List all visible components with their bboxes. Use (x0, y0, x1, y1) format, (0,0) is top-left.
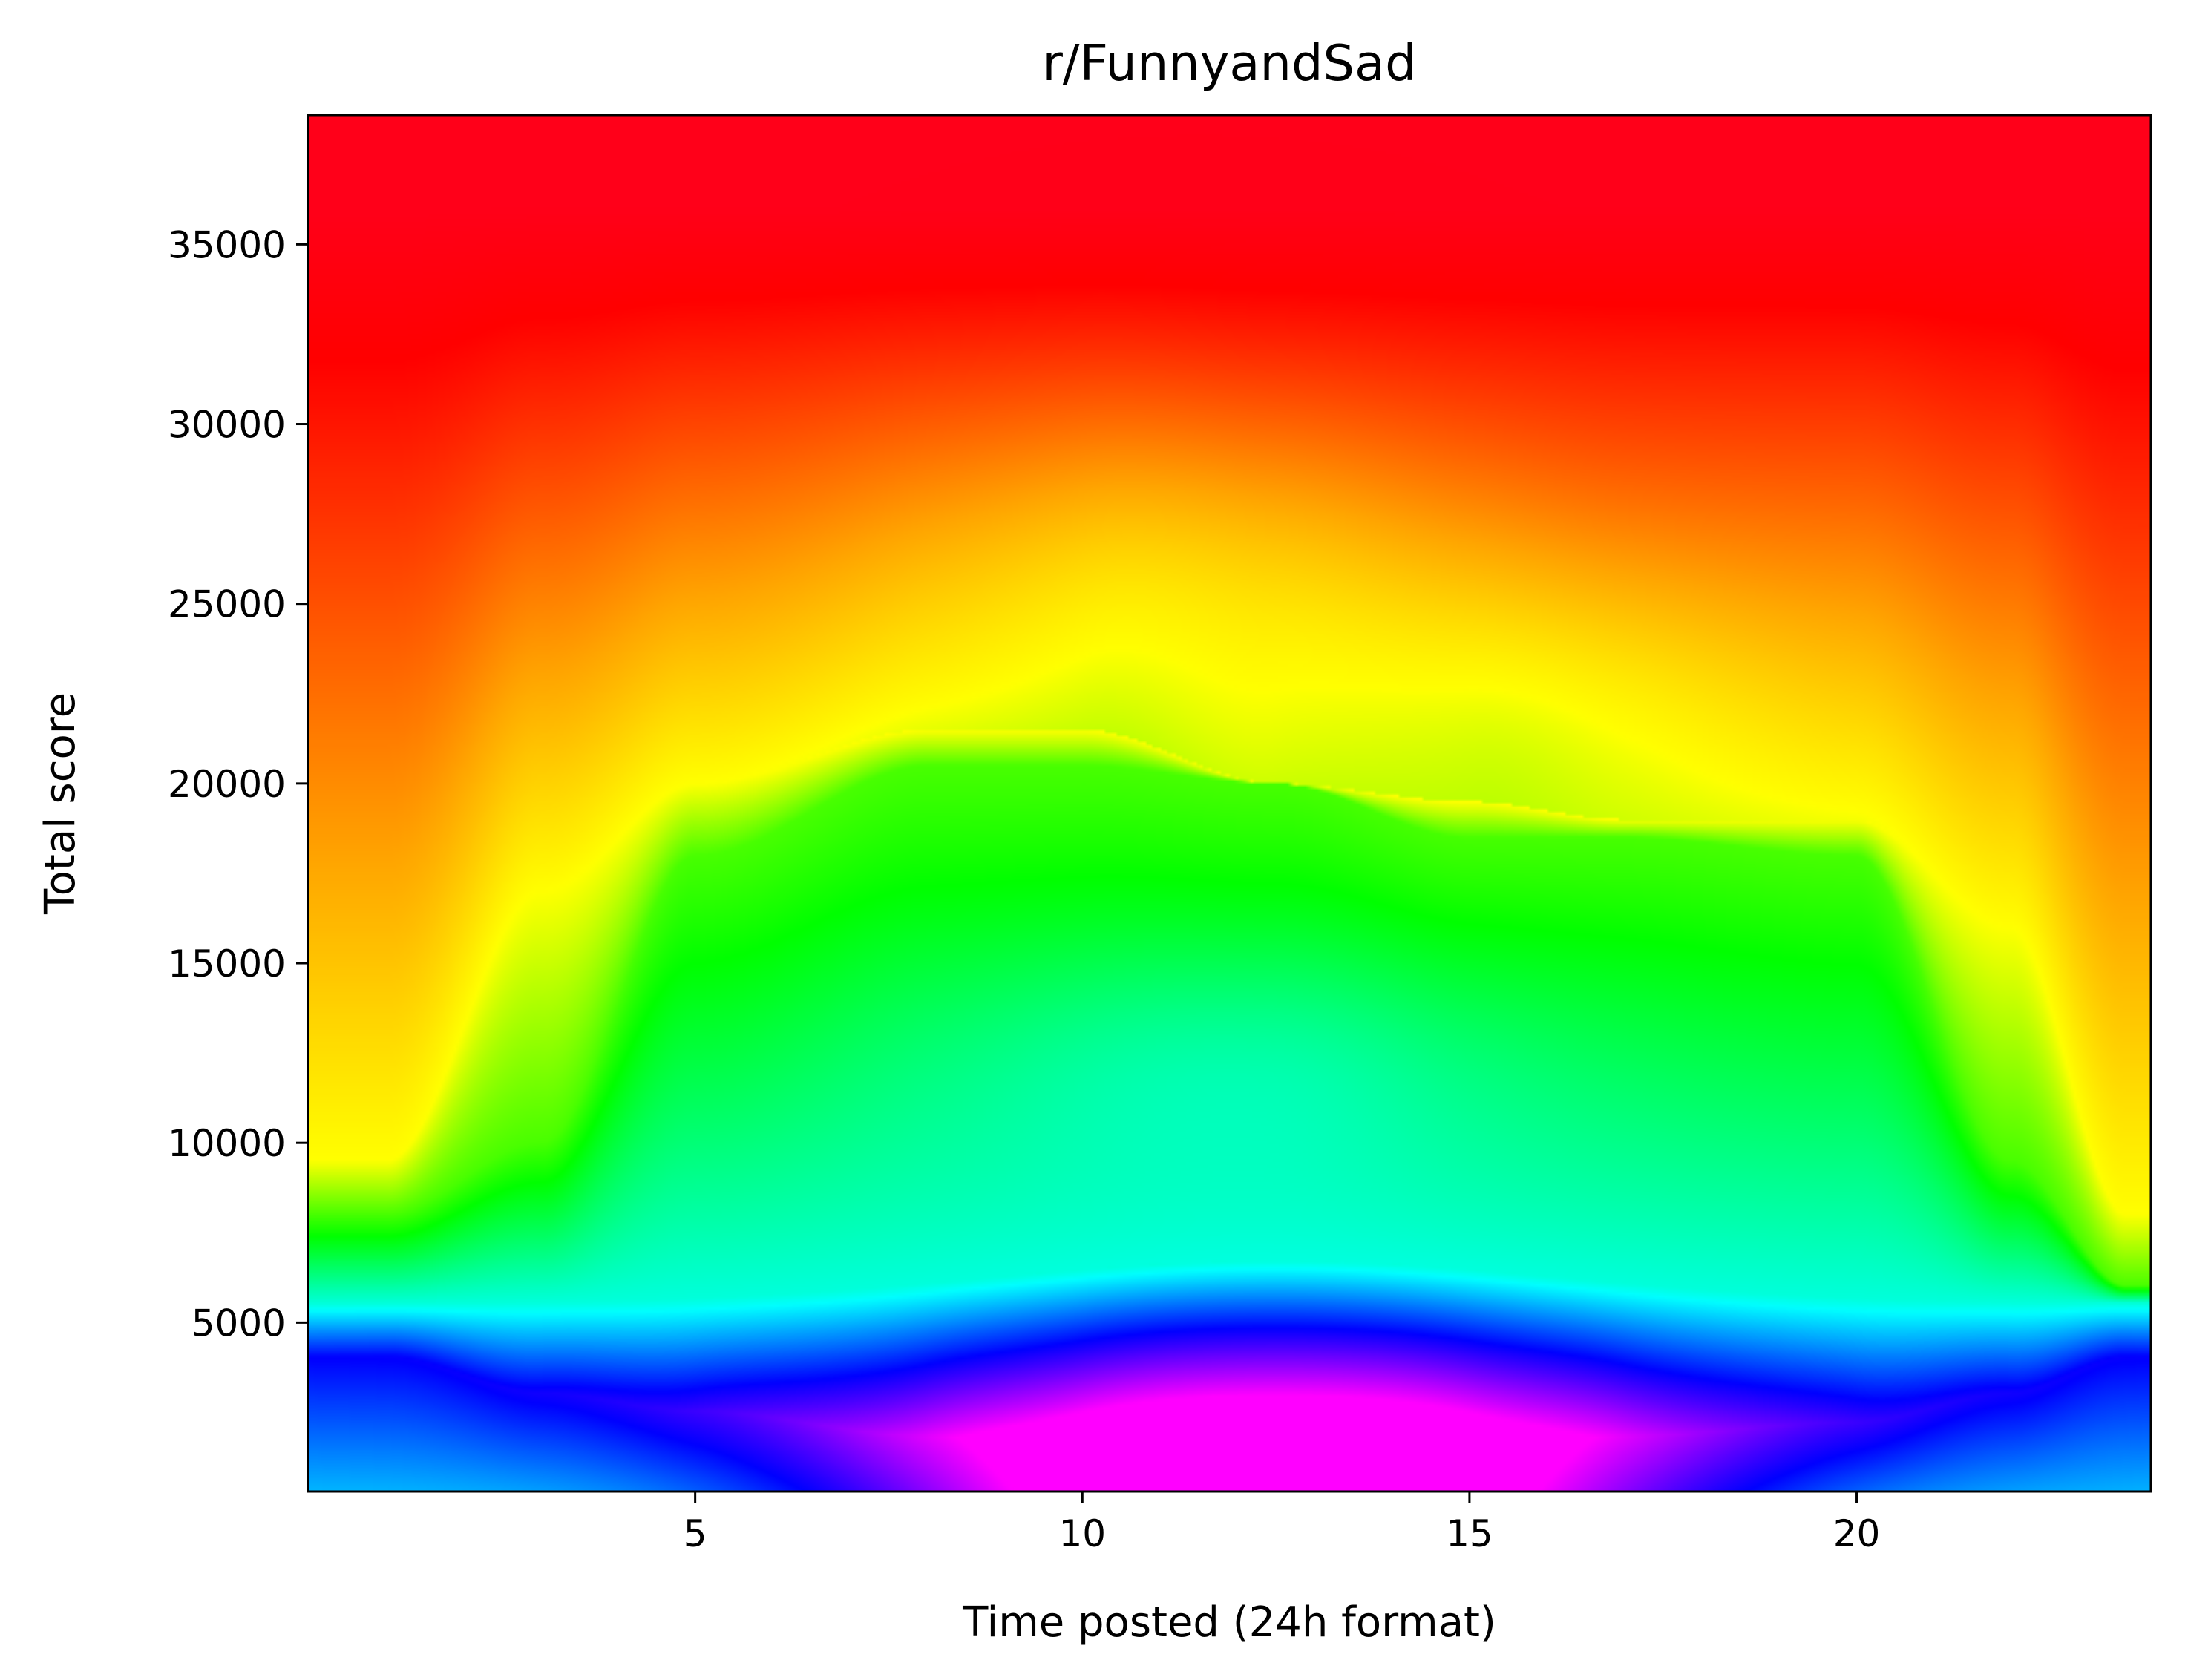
y-axis: 5000 10000 15000 20000 25000 30000 35000 (168, 223, 308, 1345)
y-tick-label: 35000 (168, 223, 286, 266)
density-heatmap (308, 115, 2151, 1492)
x-tick-label: 20 (1833, 1512, 1881, 1555)
y-tick-label: 25000 (168, 583, 286, 626)
x-axis-title: Time posted (24h format) (962, 1598, 1496, 1647)
y-axis-title: Total score (36, 692, 85, 915)
x-axis: 5 10 15 20 (684, 1492, 1881, 1555)
x-tick-label: 5 (684, 1512, 707, 1555)
plot-frame (307, 114, 2152, 1493)
y-tick-label: 15000 (168, 942, 286, 985)
chart-title: r/FunnyandSad (1042, 34, 1416, 92)
y-tick-label: 10000 (168, 1122, 286, 1165)
x-tick-label: 10 (1058, 1512, 1106, 1555)
y-tick-label: 20000 (168, 763, 286, 806)
heatmap-image-holder (308, 115, 2151, 1492)
y-tick-label: 5000 (191, 1302, 286, 1345)
x-tick-label: 15 (1446, 1512, 1493, 1555)
plot-area (307, 114, 2152, 1493)
y-tick-label: 30000 (168, 404, 286, 447)
